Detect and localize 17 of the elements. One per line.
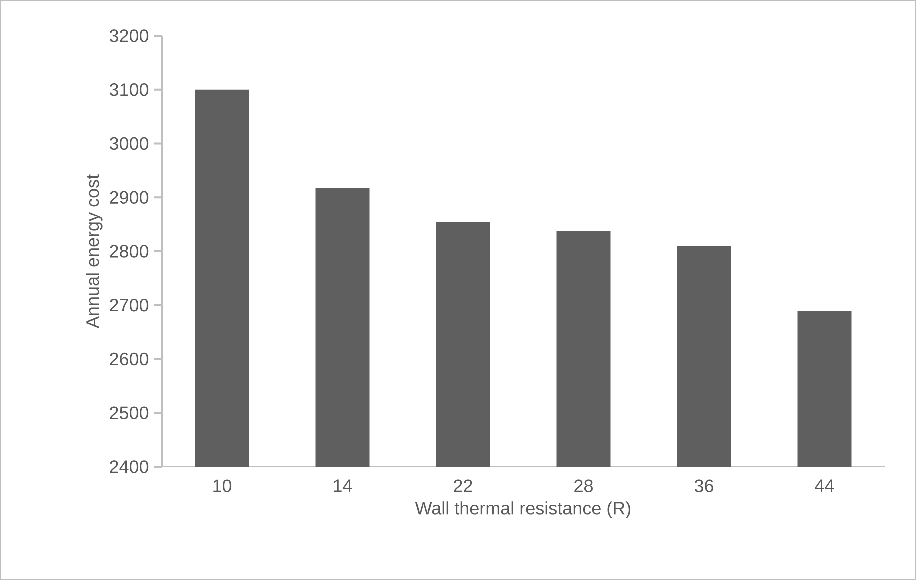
x-tick-label: 22 (454, 480, 472, 492)
y-tick-label: 2700 (110, 298, 149, 312)
x-tick-label: 36 (694, 480, 714, 492)
y-tick-label: 2600 (110, 352, 149, 366)
y-tick-label: 2500 (110, 406, 149, 420)
x-tick-label: 14 (334, 480, 352, 492)
y-tick-label: 2400 (110, 460, 149, 474)
y-axis-title: Annual energy cost (86, 174, 103, 328)
x-axis-title: Wall thermal resistance (R) (415, 502, 631, 518)
y-tick-label: 3100 (110, 84, 149, 96)
y-tick-label: 3000 (110, 137, 149, 150)
x-tick-label: 10 (214, 480, 232, 492)
y-tick-label: 2900 (110, 191, 149, 204)
y-tick-label: 3200 (110, 30, 149, 42)
x-tick-label: 28 (574, 480, 593, 492)
y-tick-label: 2800 (110, 245, 149, 258)
x-tick-label: 44 (815, 480, 834, 492)
